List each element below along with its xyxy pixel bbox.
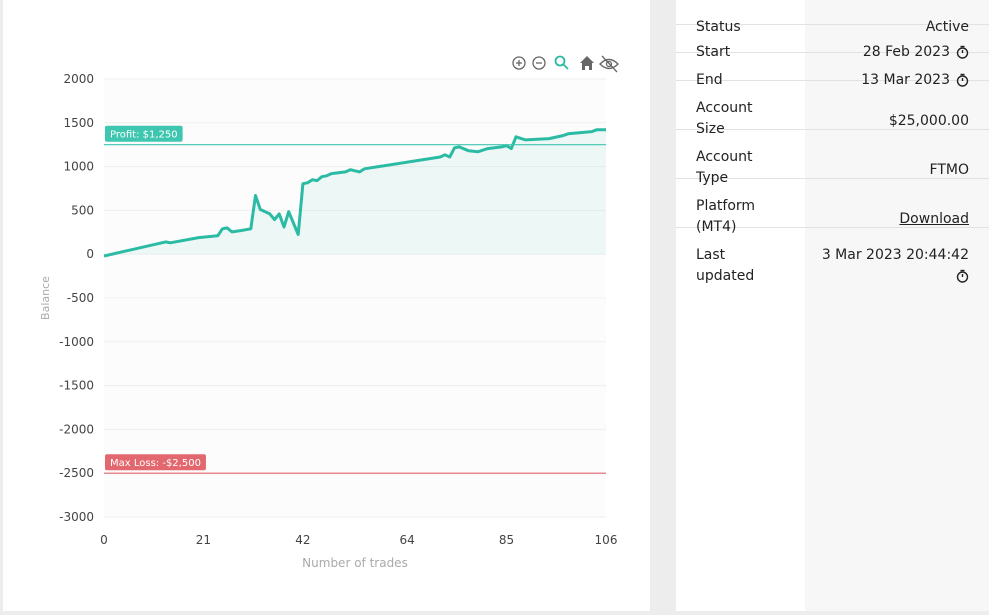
info-panel: Status Active Start 28 Feb 2023 End 13 Mar … (676, 0, 989, 611)
zoom-out[interactable] (532, 56, 546, 70)
label: Start (696, 44, 731, 60)
toolbar (512, 55, 619, 73)
x-tick-label: 21 (196, 533, 211, 547)
y-tick-label: -1000 (59, 335, 94, 349)
value-column (805, 0, 989, 611)
annotation-text: Max Loss: -$2,500 (110, 458, 201, 469)
y-tick-label: -3000 (59, 510, 94, 524)
value: $25,000.00 (888, 113, 969, 129)
y-tick-label: 1000 (63, 160, 94, 174)
value: FTMO (929, 162, 969, 178)
row: End 13 Mar 2023 (676, 53, 989, 88)
timer-icon (956, 45, 969, 59)
y-tick-label: -1500 (59, 379, 94, 393)
x-tick-label: 0 (100, 533, 108, 547)
label: Status (696, 19, 741, 35)
label: End (696, 72, 723, 88)
y-axis-label: Balance (39, 276, 52, 320)
y-tick-label: -2000 (59, 422, 94, 436)
x-tick-label: 106 (595, 533, 618, 547)
area-fill (104, 129, 606, 256)
date: 28 Feb 2023 (862, 44, 950, 60)
value: 3 Mar 2023 20:44:42 (805, 228, 989, 284)
label: Platform (MT4) (696, 198, 756, 235)
timer-icon (956, 269, 969, 283)
value: 28 Feb 2023 (805, 25, 989, 60)
hide[interactable] (599, 55, 619, 73)
row: Platform (MT4) Download (676, 179, 989, 235)
row: Start 28 Feb 2023 (676, 25, 989, 60)
chart-card: -3000 -2500 -2000 -1500 -1000 -500 0 500 1000 150… (3, 0, 650, 611)
y-tick-label: 0 (86, 247, 94, 261)
x-tick-label: 42 (295, 533, 310, 547)
date: 13 Mar 2023 (861, 72, 950, 88)
x-tick-label: 64 (399, 533, 414, 547)
annotation-box (105, 125, 183, 142)
row: Status Active (676, 0, 989, 35)
timer-icon (956, 73, 969, 87)
label: Account Type (696, 149, 753, 186)
zoom-in[interactable] (512, 56, 526, 70)
timestamp: 3 Mar 2023 20:44:42 (821, 247, 969, 263)
y-tick-label: 1500 (63, 116, 94, 130)
download-link[interactable]: Download (899, 211, 969, 227)
label: Last updated (696, 247, 755, 284)
zoom[interactable] (554, 55, 569, 70)
row: Account Type FTMO (676, 130, 989, 186)
row: Last updated 3 Mar 2023 20:44:42 (676, 228, 989, 284)
annotation-text: Profit: $1,250 (110, 130, 178, 141)
annotation-label: Profit: $1,250 (105, 125, 183, 142)
value: Download (805, 179, 989, 227)
label: Account Size (696, 100, 753, 137)
row: Account Size $25,000.00 (676, 81, 989, 137)
chart: -3000 -2500 -2000 -1500 -1000 -500 0 500 1000 150… (39, 55, 619, 570)
value: 13 Mar 2023 (805, 53, 989, 88)
y-tick-label: -500 (67, 291, 94, 305)
x-axis-label: Number of trades (302, 556, 408, 570)
y-tick-label: 500 (71, 203, 94, 217)
y-tick-label: -2500 (59, 466, 94, 480)
value: Active (925, 19, 969, 35)
x-tick-label: 85 (499, 533, 514, 547)
reset[interactable] (580, 56, 594, 70)
annotation-box (105, 454, 206, 471)
y-tick-label: 2000 (63, 72, 94, 86)
line (103, 128, 606, 258)
annotation-label: Max Loss: -$2,500 (105, 454, 206, 471)
